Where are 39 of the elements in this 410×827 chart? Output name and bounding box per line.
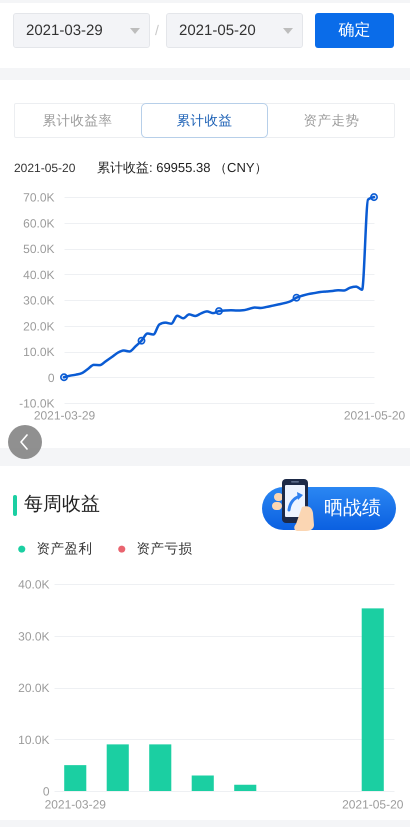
y-tick-label: 30.0K [23,294,54,308]
bar [192,775,214,791]
y-tick-label: 0 [48,370,55,385]
bar [149,744,172,791]
legend-label: 资产盈利 [36,541,92,556]
y-tick-label: 20.0K [23,319,54,334]
x-tick-label: 2021-03-29 [34,408,96,422]
y-tick-label: 40.0K [18,578,50,592]
point [138,336,146,345]
text: 2021-05-20 [14,161,76,176]
bar [64,765,86,791]
text: / [155,22,159,38]
point [370,193,378,202]
y-tick-label: 70.0K [23,190,54,204]
date-field: 2021-03-29 [13,13,150,48]
point [292,294,300,302]
y-tick-label: 0 [42,784,50,798]
x-tick-label: 2021-03-29 [44,798,106,812]
y-tick-label: 30.0K [18,629,50,644]
y-tick-label: 20.0K [18,681,50,695]
legend-label: 资产亏损 [136,541,192,556]
tab: 累计收益 [141,103,268,138]
y-tick-label: 50.0K [23,242,54,256]
bar [106,744,129,791]
bar [362,608,384,791]
bar [234,784,256,791]
text: 资产走势 [302,112,360,129]
point [60,373,68,382]
chart-title: 每周收益 [24,493,100,517]
y-tick-label: 40.0K [23,268,54,282]
point [215,307,223,316]
text: 累计收益: 69955.38 （CNY） [97,160,268,176]
y-tick-label: 10.0K [18,732,50,747]
confirm-button: 确定 [315,13,394,48]
y-tick-label: -10.0K [19,396,54,410]
y-tick-label: 10.0K [23,345,54,359]
text: 累计收益率 [42,112,114,129]
y-tick-label: 60.0K [23,216,54,230]
date-field: 2021-05-20 [166,13,303,48]
